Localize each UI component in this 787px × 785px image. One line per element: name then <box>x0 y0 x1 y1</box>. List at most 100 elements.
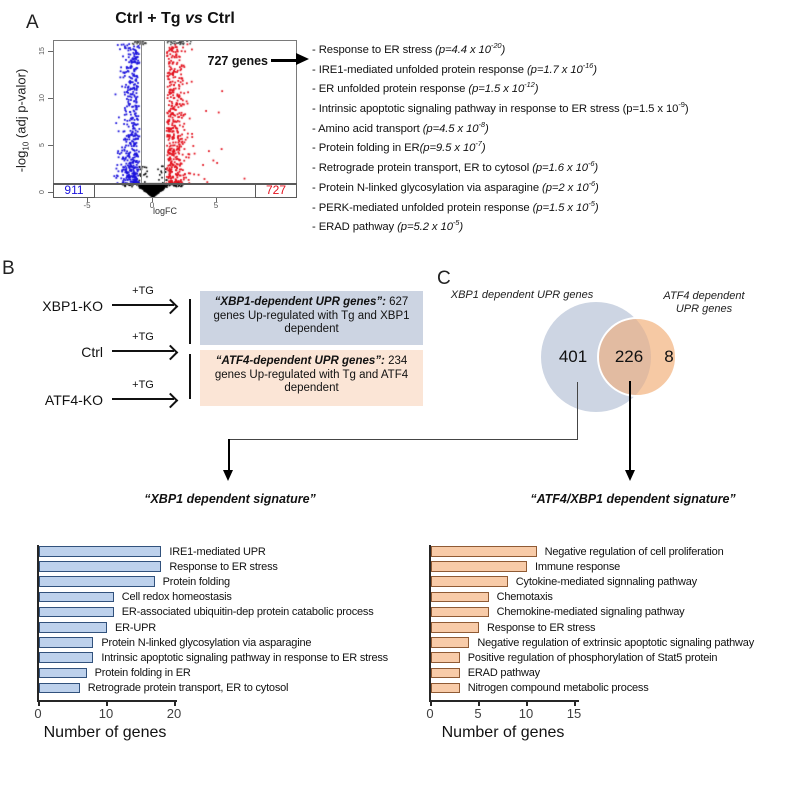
axis-tick-label: 10 <box>518 706 534 721</box>
go-term-close: ) <box>501 44 506 56</box>
left-signature-arrow-head <box>223 470 233 481</box>
go-term-item: - Retrograde protein transport, ER to cy… <box>312 154 784 174</box>
go-term-item: - ER unfolded protein response (p=1.5 x … <box>312 75 784 95</box>
go-term-close: ) <box>594 201 599 214</box>
bar-category-label: Retrograde protein transport, ER to cyto… <box>87 682 289 695</box>
axis-tick-label: 10 <box>98 706 114 721</box>
go-term-pvalue: (p=1.5 x 10-5 <box>529 198 595 214</box>
axis-tick <box>38 701 40 706</box>
go-term-pvalue: (p=1.5 x 10-9 <box>619 100 685 116</box>
go-term-text: - Intrinsic apoptotic signaling pathway … <box>312 103 620 116</box>
bar-category-label: ERAD pathway <box>467 667 540 680</box>
bar-category-label: Immune response <box>535 560 621 573</box>
volcano-y-tick-label: 5 <box>39 143 46 147</box>
go-term-item: - ERAD pathway (p=5.2 x 10-5) <box>312 213 784 233</box>
bar-category-label: Response to ER stress <box>487 621 596 634</box>
go-term-text: - ERAD pathway <box>312 221 395 234</box>
bar-category-label: ER-associated ubiquitin-dep protein cata… <box>121 606 374 619</box>
axis-tick-label: 15 <box>566 706 582 721</box>
bar-category-label: Nitrogen compound metabolic process <box>467 682 649 695</box>
volcano-annotation: 727 genes <box>207 54 268 68</box>
bar-category-label: IRE1-mediated UPR <box>169 545 266 558</box>
right-signature-label: “ATF4/XBP1 dependent signature” <box>530 492 736 506</box>
bar <box>431 652 460 663</box>
go-term-pvalue: (p=1.7 x 10-16 <box>523 60 594 76</box>
volcano-scatter-canvas <box>53 40 297 198</box>
venn-right-circle-outline <box>597 317 677 397</box>
bar-category-label: Protein folding <box>162 575 231 588</box>
volcano-x-tick-label: 5 <box>213 201 219 210</box>
left-signature-arrow-line <box>227 438 230 472</box>
volcano-x-tick-label: -5 <box>83 201 91 210</box>
go-term-item: - Intrinsic apoptotic signaling pathway … <box>312 95 784 115</box>
panel-a-label: A <box>26 12 39 33</box>
bar <box>431 591 489 603</box>
up-count-box: 727 <box>255 183 297 198</box>
volcano-y-tick <box>48 98 53 99</box>
go-term-text: - Amino acid transport <box>312 122 420 135</box>
left-signature-label: “XBP1 dependent signature” <box>144 492 316 506</box>
bar-category-label: Response to ER stress <box>169 560 278 573</box>
bar <box>431 606 489 618</box>
ylabel-pre: -log <box>13 150 29 173</box>
go-term-close: ) <box>534 83 539 96</box>
atf4-box-body: 234 genes Up-regulated with Tg and ATF4 … <box>214 355 409 394</box>
venn-overlap-value: 226 <box>614 347 644 366</box>
volcano-y-tick-label: 0 <box>39 190 46 194</box>
go-term-text: - Protein N-linked glycosylation via asp… <box>312 181 540 194</box>
bar <box>39 561 162 572</box>
go-term-close: ) <box>459 221 464 234</box>
go-term-item: - Protein folding in ER(p=9.5 x 10-7) <box>312 134 784 154</box>
left-chart-y-axis <box>37 545 39 702</box>
bar-category-label: Protein N-linked glycosylation via aspar… <box>101 636 312 649</box>
arrow-line-1 <box>112 304 174 306</box>
connector-horizontal <box>227 438 578 440</box>
go-term-close: ) <box>481 142 486 155</box>
volcano-threshold-line <box>53 183 297 185</box>
connector-vertical-401 <box>576 382 578 439</box>
venn-right-set-label: ATF4 dependent UPR genes <box>663 290 745 315</box>
go-term-text: - PERK-mediated unfolded protein respons… <box>312 201 530 214</box>
tg-label-1: +TG <box>132 285 154 297</box>
go-term-item: - PERK-mediated unfolded protein respons… <box>312 194 784 214</box>
bar <box>39 652 94 663</box>
go-term-text: - IRE1-mediated unfolded protein respons… <box>312 63 524 76</box>
go-term-close: ) <box>594 162 599 175</box>
go-term-pvalue: (p=4.5 x 10-8 <box>419 119 485 135</box>
bar-category-label: Chemokine-mediated signaling pathway <box>496 606 685 619</box>
venn-diagram <box>541 302 677 412</box>
axis-tick-label: 0 <box>426 706 434 721</box>
go-term-exponent: -7 <box>475 139 482 149</box>
go-term-pvalue: (p=2 x 10-6 <box>539 178 596 194</box>
axis-tick <box>526 701 528 706</box>
volcano-x-tick <box>152 198 153 202</box>
volcano-y-tick <box>48 192 53 193</box>
bar <box>39 576 155 587</box>
ylabel-sub: 10 <box>21 141 31 151</box>
go-term-list: - Response to ER stress (p=4.4 x 10-20) -… <box>312 36 784 233</box>
go-term-text: - Response to ER stress <box>312 44 433 56</box>
right-chart-y-axis <box>429 545 431 702</box>
go-term-exponent: -12 <box>524 80 535 90</box>
annotation-arrow-head <box>296 53 309 65</box>
bar <box>39 637 94 648</box>
go-term-item: - IRE1-mediated unfolded protein respons… <box>312 56 784 76</box>
volcano-x-tick <box>216 198 217 202</box>
go-term-exponent: -5 <box>588 198 595 208</box>
go-term-item: - Amino acid transport (p=4.5 x 10-8) <box>312 115 784 135</box>
venn-left-set-label: XBP1 dependent UPR genes <box>450 289 594 301</box>
volcano-x-tick <box>87 198 88 202</box>
left-chart-axis-title: Number of genes <box>43 724 167 741</box>
go-term-text: - ER unfolded protein response <box>312 83 466 96</box>
right-chart-axis-title: Number of genes <box>441 724 565 741</box>
bar <box>431 622 479 633</box>
tg-label-3: +TG <box>132 379 154 391</box>
bar <box>39 591 114 603</box>
bar <box>39 622 107 633</box>
go-term-text: - Protein folding in ER <box>312 142 420 155</box>
panel-c-label: C <box>437 268 451 289</box>
xbp1-box-title: “XBP1-dependent UPR genes”: <box>214 296 386 308</box>
axis-tick <box>174 701 176 706</box>
volcano-y-axis-label: -log10 (adj p-valor) <box>14 41 31 201</box>
bar-category-label: Positive regulation of phosphorylation o… <box>467 651 718 664</box>
